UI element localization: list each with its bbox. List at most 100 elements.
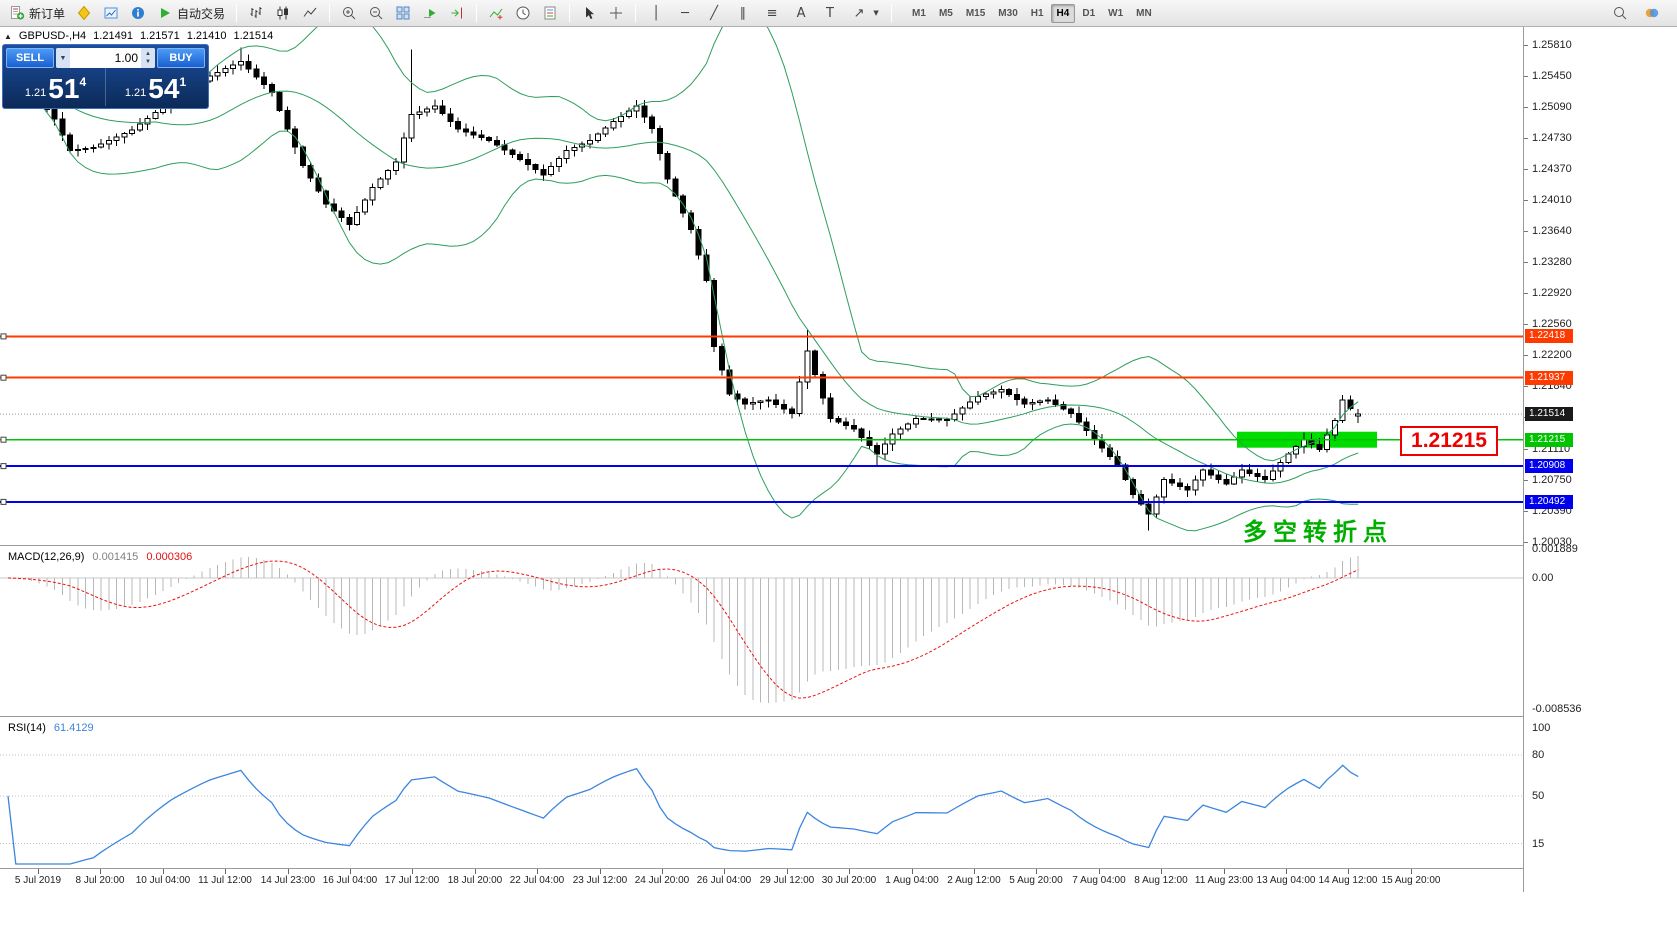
time-axis-tick (724, 869, 725, 874)
time-axis-tick (163, 869, 164, 874)
text-label-tool[interactable]: T (816, 2, 844, 24)
line-handle[interactable] (0, 333, 7, 340)
toolbar-right-group (1607, 2, 1673, 24)
tile-windows-button[interactable] (390, 2, 416, 24)
macd-axis-label: 0.00 (1532, 572, 1554, 584)
price-axis-tick (1524, 169, 1528, 170)
price-axis-tick (1524, 231, 1528, 232)
cursor-button[interactable] (576, 2, 602, 24)
volume-input[interactable] (70, 48, 141, 68)
line-handle[interactable] (0, 374, 7, 381)
auto-scroll-button[interactable] (417, 2, 443, 24)
time-axis-tick (974, 869, 975, 874)
volume-spinner[interactable]: ▲ ▼ (141, 48, 155, 68)
arrows-tool[interactable]: ↗ ▼ (845, 2, 885, 24)
new-order-button[interactable]: 新订单 (4, 2, 70, 24)
volume-preset-dropdown[interactable]: ▼ (56, 48, 70, 68)
sell-price-pips: 51 (48, 73, 80, 104)
bollinger-lower-band (7, 78, 1359, 532)
time-scale[interactable]: 5 Jul 2019 8 Jul 20:00 10 Jul 04:00 11 Jul … (0, 869, 1523, 891)
vertical-line-tool[interactable]: │ (642, 2, 670, 24)
macd-pane[interactable] (0, 546, 1523, 716)
autotrading-button[interactable]: 自动交易 (152, 2, 230, 24)
price-axis-label: 1.23640 (1532, 225, 1572, 237)
line-handle[interactable] (0, 498, 7, 505)
price-axis-label: 1.22920 (1532, 287, 1572, 299)
timeframe-button-m5[interactable]: M5 (933, 4, 959, 23)
price-axis-tick (1524, 138, 1528, 139)
info-button[interactable] (125, 2, 151, 24)
timeframe-button-d1[interactable]: D1 (1076, 4, 1101, 23)
price-callout-label[interactable]: 1.21215 (1400, 426, 1498, 456)
timeframe-button-m15[interactable]: M15 (960, 4, 991, 23)
info-icon (132, 7, 145, 19)
community-button[interactable] (1639, 2, 1665, 24)
zoom-out-button[interactable] (363, 2, 389, 24)
pane-divider[interactable] (0, 868, 1677, 869)
timeframe-button-h4[interactable]: H4 (1050, 3, 1076, 23)
search-button[interactable] (1607, 2, 1633, 24)
tile-windows-icon (396, 6, 410, 20)
chart-window[interactable]: ▲ GBPUSD-,H4 1.21491 1.21571 1.21410 1.2… (0, 27, 1677, 950)
line-handle[interactable] (0, 463, 7, 470)
channel-tool[interactable]: ∥ (729, 2, 757, 24)
price-axis-tick (1524, 542, 1528, 543)
open-value: 1.21491 (93, 30, 133, 42)
high-value: 1.21571 (139, 30, 180, 42)
rsi-pane[interactable] (0, 717, 1523, 868)
templates-button[interactable] (537, 2, 563, 24)
trendline-tool[interactable]: ╱ (700, 2, 728, 24)
timeframe-button-m1[interactable]: M1 (906, 4, 932, 23)
time-axis-tick (225, 869, 226, 874)
turning-point-annotation[interactable]: 多空转折点 (1243, 518, 1393, 546)
price-axis-tick (1524, 480, 1528, 481)
pane-divider[interactable] (0, 716, 1677, 717)
timeframe-button-w1[interactable]: W1 (1102, 4, 1129, 23)
time-axis-label: 11 Jul 12:00 (198, 875, 252, 886)
channel-icon: ∥ (739, 5, 747, 21)
line-chart-button[interactable] (297, 2, 323, 24)
line-handle[interactable] (0, 436, 7, 443)
rsi-line (7, 764, 1359, 865)
text-tool[interactable]: A (787, 2, 815, 24)
price-axis-label: 1.25810 (1532, 39, 1572, 51)
main-price-pane[interactable] (0, 27, 1523, 545)
price-level-tag: 1.21215 (1525, 433, 1573, 447)
horizontal-line-tool[interactable]: ─ (671, 2, 699, 24)
time-axis-tick (1161, 869, 1162, 874)
chart-shift-button[interactable] (444, 2, 470, 24)
sell-button[interactable]: SELL (6, 48, 54, 68)
time-axis-label: 2 Aug 12:00 (947, 875, 1001, 886)
price-scale[interactable]: 1.25810 1.25450 1.25090 1.24730 1.24370 1.240… (1523, 27, 1677, 892)
timeframe-button-mn[interactable]: MN (1130, 4, 1158, 23)
zoom-in-button[interactable] (336, 2, 362, 24)
market-watch-button[interactable] (98, 2, 124, 24)
buy-button[interactable]: BUY (157, 48, 205, 68)
timeframe-button-m30[interactable]: M30 (992, 4, 1023, 23)
periods-button[interactable] (510, 2, 536, 24)
bar-chart-button[interactable] (243, 2, 269, 24)
candlestick-chart-button[interactable] (270, 2, 296, 24)
toolbar-separator (329, 4, 331, 22)
rsi-axis-label: 50 (1532, 790, 1545, 802)
metaeditor-button[interactable] (71, 2, 97, 24)
pane-divider[interactable] (0, 545, 1677, 546)
indicators-button[interactable] (483, 2, 509, 24)
macd-main-value: 0.001415 (92, 551, 139, 563)
one-click-collapse-arrow[interactable]: ▲ (4, 31, 12, 41)
fibonacci-tool[interactable]: ≡ (758, 2, 786, 24)
timeframe-button-h1[interactable]: H1 (1025, 4, 1050, 23)
price-axis-tick (1524, 200, 1528, 201)
price-axis-tick (1524, 293, 1528, 294)
price-axis-label: 1.22200 (1532, 349, 1572, 361)
buy-price[interactable]: 1.21 54 1 (106, 68, 205, 106)
price-axis-tick (1524, 107, 1528, 108)
time-axis-tick (912, 869, 913, 874)
crosshair-button[interactable] (603, 2, 629, 24)
price-axis-tick (1524, 45, 1528, 46)
time-axis-tick (662, 869, 663, 874)
metaeditor-icon (77, 5, 91, 21)
time-axis-tick (288, 869, 289, 874)
sell-price[interactable]: 1.21 51 4 (6, 68, 106, 106)
